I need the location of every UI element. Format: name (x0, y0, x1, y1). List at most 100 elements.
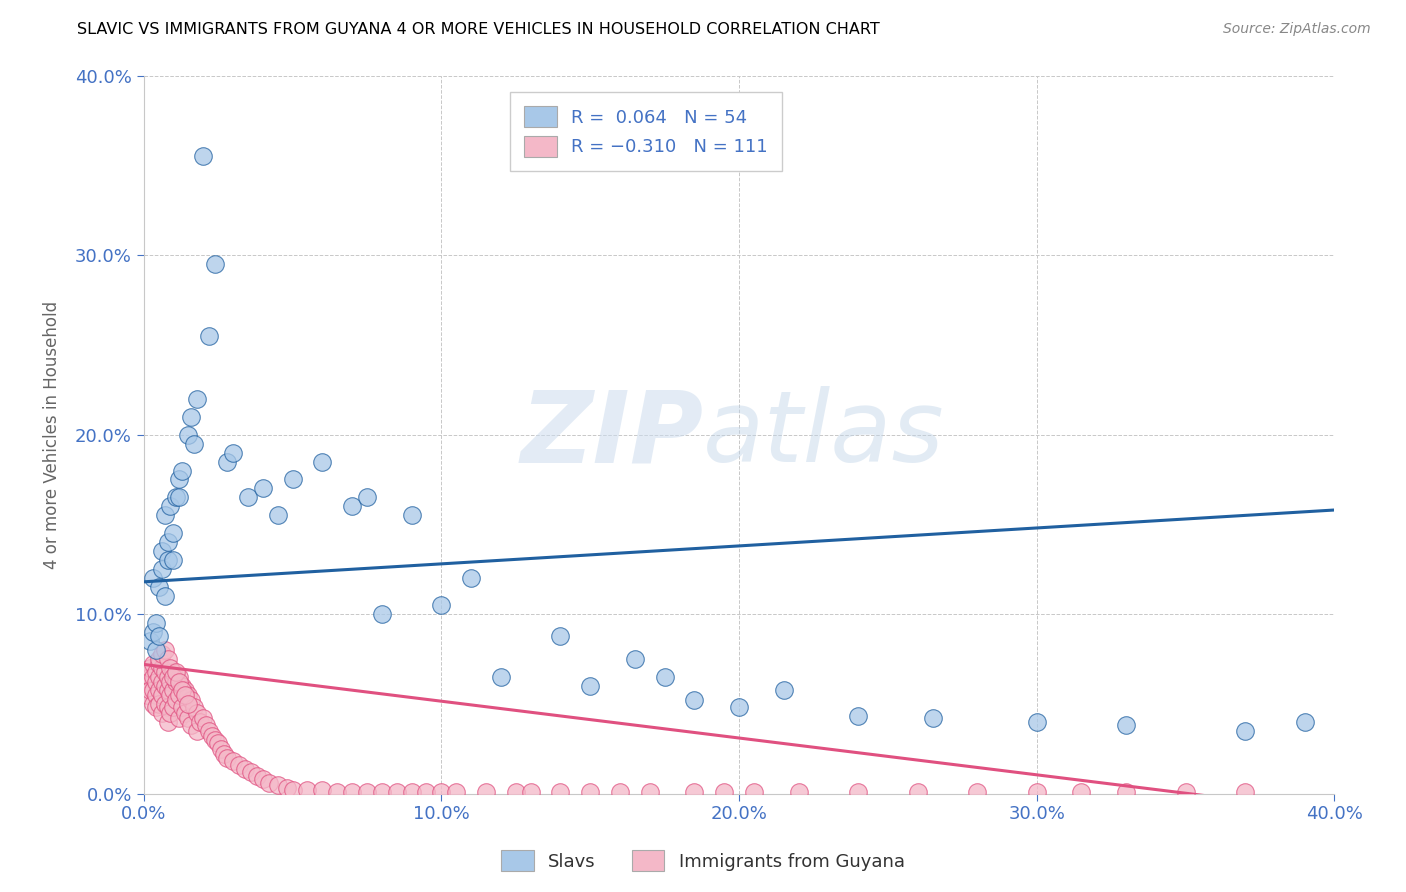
Point (236, 491, 259, 505)
Point (193, 149, 215, 163)
Point (169, 675, 191, 690)
Point (446, 785, 468, 799)
Point (609, 785, 631, 799)
Point (148, 670, 170, 684)
Point (156, 553, 179, 567)
Point (188, 714, 211, 729)
Point (145, 643, 167, 657)
Point (165, 665, 187, 679)
Point (148, 682, 170, 697)
Point (222, 445, 245, 459)
Point (138, 670, 160, 684)
Legend: Slavs, Immigrants from Guyana: Slavs, Immigrants from Guyana (494, 843, 912, 879)
Point (252, 772, 274, 787)
Point (846, 785, 869, 799)
Point (1025, 785, 1047, 799)
Point (921, 711, 943, 725)
Point (233, 762, 256, 776)
Point (415, 785, 437, 799)
Point (156, 682, 179, 697)
Point (239, 765, 262, 780)
Point (183, 436, 205, 450)
Point (142, 670, 165, 684)
Point (356, 785, 378, 799)
Point (1115, 785, 1137, 799)
Point (1115, 718, 1137, 732)
Point (138, 682, 160, 697)
Point (142, 697, 165, 711)
Point (159, 500, 181, 514)
Point (772, 682, 794, 697)
Point (169, 491, 191, 505)
Point (683, 785, 706, 799)
Point (165, 693, 187, 707)
Point (150, 675, 173, 690)
Point (907, 785, 929, 799)
Point (165, 491, 187, 505)
Point (1234, 723, 1257, 738)
Point (683, 693, 706, 707)
Point (204, 732, 226, 747)
Point (172, 700, 194, 714)
Point (169, 670, 191, 684)
Point (209, 741, 232, 756)
Point (156, 700, 179, 714)
Point (183, 700, 205, 714)
Point (371, 607, 394, 621)
Point (180, 409, 202, 424)
Point (148, 657, 170, 672)
Point (356, 491, 378, 505)
Point (153, 508, 176, 523)
Point (153, 697, 176, 711)
Point (165, 675, 187, 690)
Y-axis label: 4 or more Vehicles in Household: 4 or more Vehicles in Household (44, 301, 60, 569)
Point (150, 706, 173, 720)
Point (177, 688, 200, 702)
Point (728, 700, 751, 714)
Point (204, 257, 226, 271)
Point (281, 783, 304, 797)
Point (150, 562, 173, 576)
Point (266, 778, 288, 792)
Point (174, 688, 197, 702)
Point (148, 652, 170, 666)
Point (311, 783, 333, 797)
Text: SLAVIC VS IMMIGRANTS FROM GUYANA 4 OR MORE VEHICLES IN HOUSEHOLD CORRELATION CHA: SLAVIC VS IMMIGRANTS FROM GUYANA 4 OR MO… (77, 22, 880, 37)
Point (579, 679, 602, 693)
Point (193, 711, 215, 725)
Point (1294, 714, 1316, 729)
Point (297, 783, 319, 797)
Point (430, 785, 453, 799)
Point (145, 665, 167, 679)
Point (1234, 785, 1257, 799)
Point (156, 670, 179, 684)
Point (257, 776, 280, 790)
Text: Source: ZipAtlas.com: Source: ZipAtlas.com (1223, 22, 1371, 37)
Point (145, 675, 167, 690)
Point (145, 616, 167, 631)
Point (138, 661, 160, 675)
Point (150, 661, 173, 675)
Point (215, 751, 238, 765)
Point (138, 634, 160, 648)
Point (174, 706, 197, 720)
Point (145, 700, 167, 714)
Point (846, 709, 869, 723)
Point (430, 598, 453, 612)
Point (142, 571, 165, 585)
Point (153, 589, 176, 603)
Point (162, 700, 184, 714)
Point (460, 571, 482, 585)
Point (742, 785, 765, 799)
Point (186, 723, 208, 738)
Point (153, 643, 176, 657)
Point (638, 785, 661, 799)
Point (174, 682, 197, 697)
Point (654, 670, 676, 684)
Point (787, 785, 810, 799)
Point (177, 697, 200, 711)
Point (162, 670, 184, 684)
Point (246, 769, 269, 783)
Point (281, 473, 304, 487)
Point (195, 718, 218, 732)
